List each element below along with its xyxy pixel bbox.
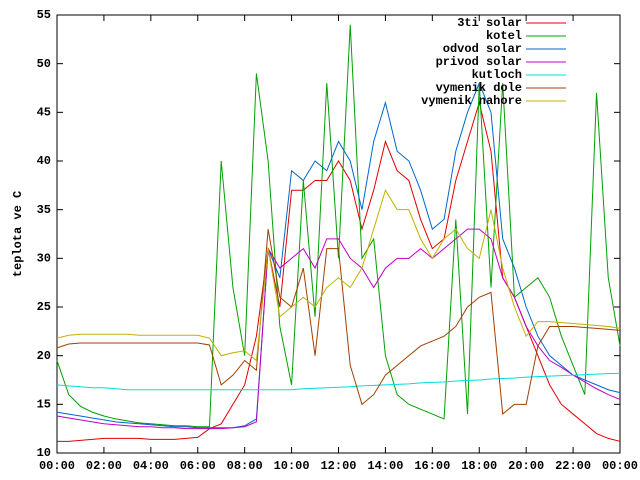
data-line	[56, 188, 621, 362]
legend-label: vymenik dole	[436, 81, 522, 95]
legend-label: privod solar	[436, 55, 522, 69]
x-tick-label: 18:00	[461, 459, 497, 473]
data-line	[56, 228, 621, 430]
y-axis-label: teplota ve C	[11, 191, 25, 277]
legend-label: kotel	[486, 29, 522, 43]
legend-label: 3ti solar	[457, 16, 522, 30]
data-line	[56, 81, 621, 429]
data-line	[56, 229, 621, 416]
x-tick-label: 20:00	[508, 459, 544, 473]
y-tick-label: 40	[37, 154, 51, 168]
y-tick-label: 20	[37, 349, 51, 363]
y-tick-label: 35	[37, 203, 51, 217]
x-tick-label: 00:00	[602, 459, 638, 473]
y-tick-label: 15	[37, 398, 51, 412]
y-tick-label: 10	[37, 446, 51, 460]
y-tick-label: 55	[37, 8, 51, 22]
y-tick-label: 50	[37, 57, 51, 71]
y-tick-label: 30	[37, 252, 51, 266]
x-tick-label: 22:00	[555, 459, 591, 473]
y-tick-label: 25	[37, 300, 51, 314]
x-tick-label: 16:00	[414, 459, 450, 473]
legend-label: odvod solar	[443, 42, 522, 56]
x-tick-label: 08:00	[227, 459, 263, 473]
x-tick-label: 06:00	[180, 459, 216, 473]
x-tick-label: 12:00	[320, 459, 356, 473]
data-line	[56, 372, 621, 391]
data-line	[56, 24, 621, 428]
data-line	[57, 100, 621, 442]
x-tick-label: 10:00	[274, 459, 310, 473]
x-tick-label: 00:00	[39, 459, 75, 473]
x-tick-label: 04:00	[133, 459, 169, 473]
legend-label: vymenik nahore	[421, 94, 522, 108]
legend-label: kutloch	[472, 68, 522, 82]
x-tick-label: 02:00	[86, 459, 122, 473]
y-tick-label: 45	[37, 106, 51, 120]
x-tick-label: 14:00	[367, 459, 403, 473]
